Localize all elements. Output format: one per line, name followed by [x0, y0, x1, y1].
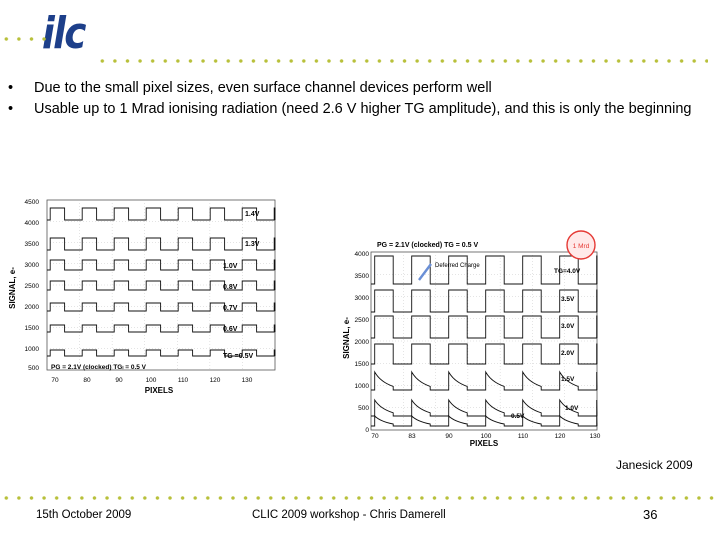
waveform-trace: [47, 302, 276, 312]
footer-page-number: 36: [643, 507, 658, 522]
left-y-tick: 2500: [25, 283, 40, 290]
left-note: PG = 2.1V (clocked) TGₗ = 0.5 V: [51, 364, 147, 371]
bullet-text: Usable up to 1 Mrad ionising radiation (…: [34, 101, 692, 117]
left-trace-label: 0.6V: [223, 326, 238, 333]
figure-right: PG = 2.1V (clocked) TG = 0.5 V 1 Mrd Def…: [339, 228, 609, 450]
header-dot-rule-long: [96, 58, 708, 64]
right-ylabel: SIGNAL, e-: [342, 317, 351, 359]
right-x-tick: 110: [518, 433, 529, 440]
logo-text: ilc: [42, 8, 86, 59]
left-ylabel: SIGNAL, e-: [8, 267, 17, 309]
left-y-tick: 1500: [25, 325, 40, 332]
mrad-badge: 1 Mrd: [566, 230, 596, 260]
ilc-logo: ilc: [42, 6, 98, 62]
right-trace-label: TG=4.0V: [554, 268, 581, 275]
right-trace-label: 3.5V: [561, 296, 575, 303]
left-trace-label: 1.3V: [245, 241, 260, 248]
right-header: PG = 2.1V (clocked) TG = 0.5 V: [377, 242, 478, 249]
left-trace-label: 0.7V: [223, 305, 238, 312]
right-y-tick: 2500: [355, 317, 370, 324]
left-y-tick: 4000: [25, 220, 40, 227]
right-x-tick: 70: [371, 433, 379, 440]
waveform-trace: [371, 398, 598, 417]
footer-date: 15th October 2009: [36, 509, 132, 521]
waveform-trace: [47, 280, 276, 291]
waveform-trace: [371, 343, 598, 365]
figure-credit: Janesick 2009: [616, 458, 693, 472]
footer-dot-rule: [0, 495, 718, 501]
bullet-text: Due to the small pixel sizes, even surfa…: [34, 80, 492, 96]
left-y-tick: 500: [28, 365, 39, 372]
waveform-trace: [371, 414, 598, 427]
bullet-marker: •: [8, 101, 14, 117]
footer-event: CLIC 2009 workshop - Chris Damerell: [252, 509, 446, 521]
left-trace-label: TG =0.5V: [223, 353, 253, 360]
mrad-badge-text: 1 Mrd: [573, 243, 590, 250]
waveform-trace: [371, 255, 598, 285]
waveform-trace: [371, 289, 598, 313]
left-y-tick: 3500: [25, 241, 40, 248]
left-x-tick: 130: [242, 377, 253, 384]
bullet-marker: •: [8, 80, 14, 96]
right-xlabel: PIXELS: [470, 439, 499, 448]
waveform-trace: [47, 324, 276, 333]
right-y-tick: 4000: [355, 251, 370, 258]
left-x-tick: 100: [146, 377, 157, 384]
bullet-list: • Due to the small pixel sizes, even sur…: [8, 78, 708, 120]
annotation-line: Deferred Charge: [435, 263, 480, 269]
right-y-tick: 1500: [355, 361, 370, 368]
left-x-tick: 70: [51, 377, 59, 384]
right-x-tick: 120: [555, 433, 566, 440]
right-trace-label: 0.5V: [511, 413, 525, 420]
waveform-trace: [47, 207, 276, 221]
right-y-tick: 0: [365, 427, 369, 434]
left-x-tick: 110: [178, 377, 189, 384]
right-y-tick: 1000: [355, 383, 370, 390]
right-x-tick: 90: [445, 433, 453, 440]
right-annotation: Deferred Charge: [435, 263, 480, 269]
left-y-tick: 3000: [25, 262, 40, 269]
annotation-arrow: [418, 263, 432, 281]
right-trace-label: 1.0V: [565, 405, 579, 412]
figure-left: SIGNAL, e- PIXELS 4500 4000 3500 3000 25…: [5, 192, 283, 398]
left-y-tick: 2000: [25, 304, 40, 311]
bullet-item: • Due to the small pixel sizes, even sur…: [8, 78, 708, 99]
left-trace-label: 1.4V: [245, 211, 260, 218]
left-x-tick: 90: [115, 377, 123, 384]
bullet-item: • Usable up to 1 Mrad ionising radiation…: [8, 99, 708, 120]
right-x-tick: 100: [481, 433, 492, 440]
right-x-tick: 130: [590, 433, 601, 440]
left-x-tick: 120: [210, 377, 221, 384]
right-y-tick: 3000: [355, 295, 370, 302]
waveform-trace: [47, 349, 276, 357]
right-y-tick: 500: [358, 405, 369, 412]
right-trace-label: 3.0V: [561, 323, 575, 330]
left-y-tick: 1000: [25, 346, 40, 353]
waveform-trace: [371, 370, 598, 391]
left-y-tick: 4500: [25, 199, 40, 206]
left-x-tick: 80: [83, 377, 91, 384]
waveform-trace: [47, 259, 276, 271]
waveform-trace: [371, 315, 598, 339]
right-y-tick: 3500: [355, 273, 370, 280]
header-dot-rule: [0, 36, 48, 42]
right-trace-label: 1.5V: [561, 376, 575, 383]
left-trace-label: 0.8V: [223, 284, 238, 291]
left-trace-label: 1.0V: [223, 263, 238, 270]
right-x-tick: 83: [408, 433, 416, 440]
right-y-tick: 2000: [355, 339, 370, 346]
waveform-trace: [47, 237, 276, 251]
right-trace-label: 2.0V: [561, 350, 575, 357]
left-xlabel: PIXELS: [145, 386, 174, 395]
